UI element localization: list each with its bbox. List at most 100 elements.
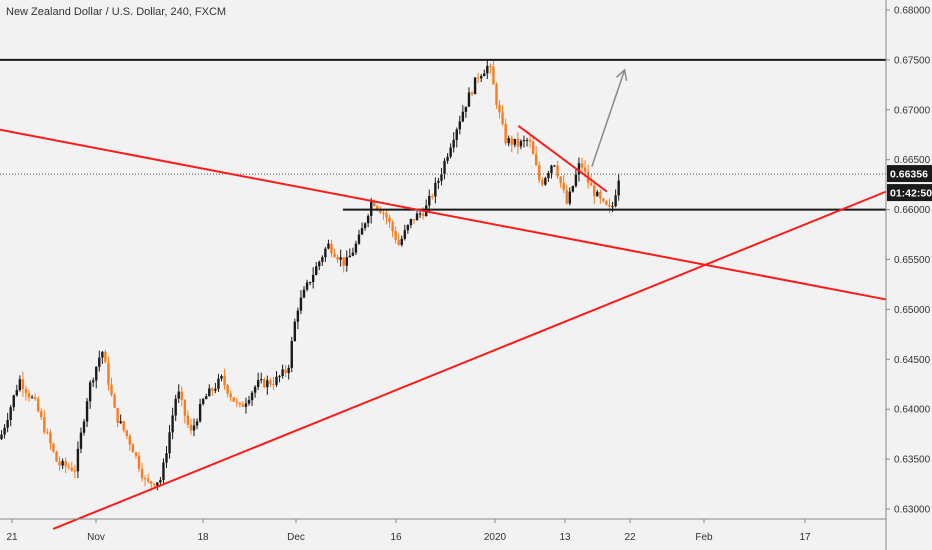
candle-body: [531, 141, 535, 155]
candle-body: [113, 394, 116, 408]
x-tick-label: 18: [197, 532, 209, 543]
candle-body: [324, 248, 327, 258]
candle-body: [95, 366, 98, 381]
candle-body: [198, 403, 202, 422]
candle-body: [101, 351, 104, 358]
candle-body: [513, 138, 516, 145]
candle-body: [452, 139, 455, 148]
candle-body: [189, 424, 193, 431]
candle-body: [431, 195, 434, 197]
candle-body: [568, 191, 571, 204]
candle-body: [593, 185, 596, 197]
trendline[interactable]: [517, 124, 608, 193]
candle-body: [153, 483, 156, 486]
y-tick-label: 0.65500: [894, 255, 931, 266]
candle-body: [217, 378, 220, 389]
candle-body: [205, 396, 208, 400]
y-tick-label: 0.64500: [894, 355, 931, 366]
arrow-shaft[interactable]: [591, 69, 626, 167]
candle-body: [528, 140, 532, 142]
x-tick-label: Nov: [87, 532, 105, 543]
candle-body: [440, 174, 443, 181]
candle-body: [241, 404, 245, 407]
candle-body: [446, 156, 449, 161]
plot-area[interactable]: [0, 58, 887, 530]
x-tick-label: 13: [559, 532, 571, 543]
candle-body: [107, 362, 110, 385]
candle-body: [434, 182, 437, 197]
trendline[interactable]: [0, 128, 887, 301]
countdown-label-bg: [887, 184, 932, 202]
candle-body: [379, 209, 382, 213]
y-tick-label: 0.63500: [894, 455, 931, 466]
candle-body: [550, 165, 553, 174]
candle-body: [556, 165, 559, 177]
candle-body: [104, 351, 107, 363]
candle-body: [308, 282, 312, 284]
candle-body: [88, 382, 92, 402]
y-tick-label: 0.68000: [894, 5, 931, 16]
candle-body: [162, 462, 165, 480]
candle-body: [9, 407, 12, 420]
candle-body: [110, 384, 113, 395]
candle-body: [52, 443, 55, 452]
candle-body: [73, 470, 77, 472]
candle-body: [421, 213, 425, 217]
candle-body: [305, 282, 309, 290]
candle-body: [544, 178, 547, 185]
trendline[interactable]: [52, 190, 887, 530]
candle-body: [165, 453, 168, 463]
candle-body: [275, 376, 278, 385]
candle-body: [498, 104, 501, 113]
candle-body: [605, 201, 608, 205]
candle-body: [525, 140, 529, 142]
candle-body: [195, 421, 199, 426]
candle-body: [403, 230, 407, 239]
candle-body: [82, 421, 86, 433]
candle-body: [599, 191, 602, 199]
candle-body: [519, 140, 523, 147]
candle-body: [492, 66, 495, 85]
candle-body: [116, 407, 119, 423]
candle-body: [467, 92, 471, 107]
candle-body: [250, 392, 254, 401]
candle-body: [64, 460, 67, 467]
candle-body: [211, 388, 214, 391]
candle-body: [119, 421, 122, 423]
x-tick-label: 17: [799, 532, 811, 543]
candle-body: [596, 191, 599, 197]
candle-body: [357, 234, 361, 244]
y-tick-label: 0.66500: [894, 155, 931, 166]
candle-body: [76, 448, 80, 472]
candle-body: [208, 388, 211, 397]
candle-body: [406, 225, 410, 231]
candle-body: [327, 243, 330, 249]
candle-body: [437, 180, 440, 183]
candle-body: [351, 252, 355, 256]
candle-body: [244, 403, 248, 407]
candle-body: [36, 398, 40, 412]
candle-body: [602, 198, 605, 202]
candle-body: [61, 460, 64, 466]
candle-body: [150, 481, 153, 484]
candle-body: [376, 206, 379, 210]
candle-body: [318, 261, 321, 267]
candle-body: [538, 165, 541, 181]
candle-body: [476, 77, 480, 79]
candle-body: [156, 482, 159, 486]
candle-body: [336, 257, 339, 260]
candle-body: [55, 451, 58, 462]
candle-body: [140, 468, 144, 479]
current-price-label-bg: [887, 165, 932, 183]
candle-body: [49, 432, 52, 444]
candle-body: [263, 379, 266, 388]
candle-body: [171, 415, 174, 433]
candle-body: [486, 65, 489, 74]
candle-body: [354, 243, 358, 253]
y-tick-label: 0.63000: [894, 505, 931, 516]
x-tick-label: Feb: [695, 532, 713, 543]
candle-body: [256, 380, 260, 387]
candle-body: [290, 341, 293, 368]
